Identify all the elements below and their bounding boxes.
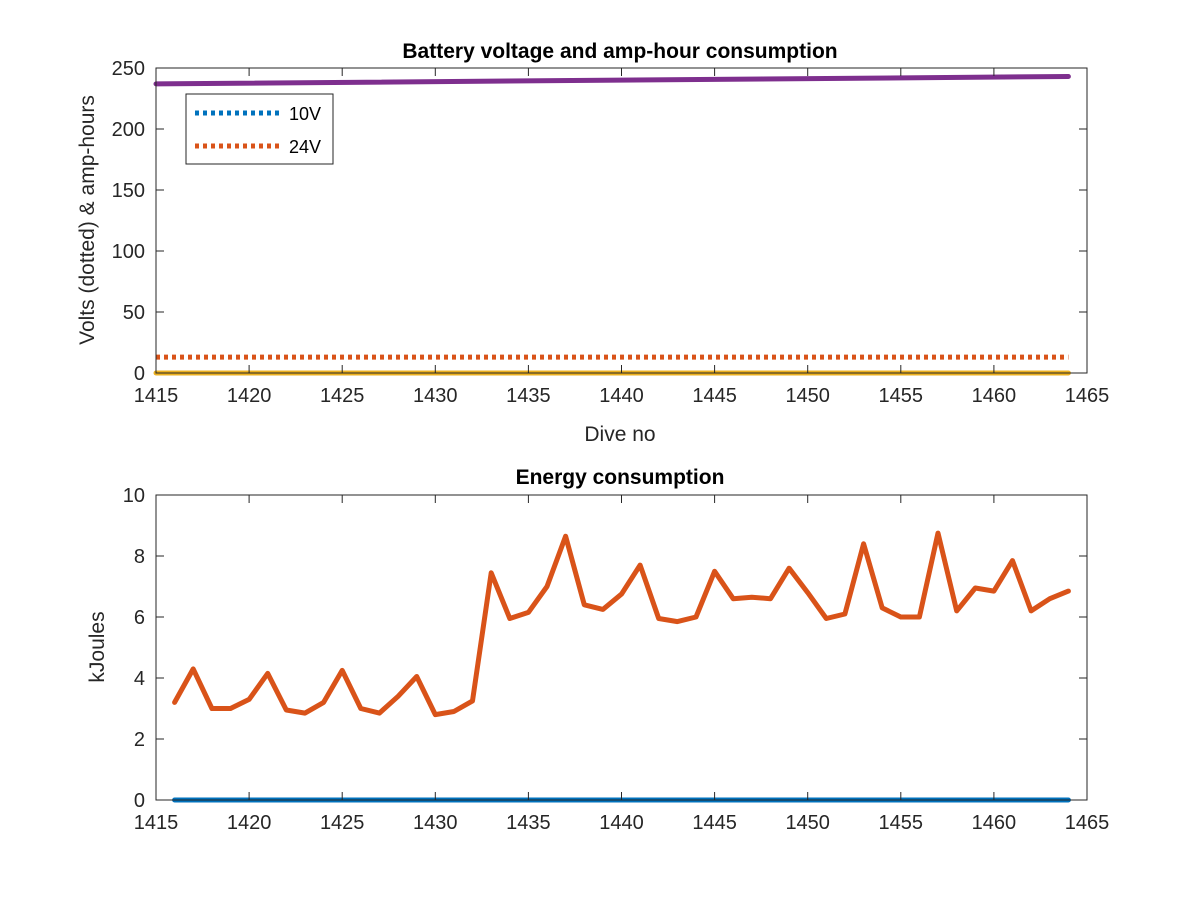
top-series-line-3 [153,74,1071,87]
top-x-tick-label: 1420 [227,385,272,407]
top-y-axis-label: Volts (dotted) & amp-hours [76,95,99,345]
bottom-x-tick-label: 1435 [506,812,551,834]
bottom-x-tick-label: 1445 [692,812,737,834]
top-x-tick-label: 1450 [785,385,830,407]
top-x-tick-label: 1445 [692,385,737,407]
bottom-x-tick-label: 1425 [320,812,365,834]
bottom-y-axis-label: kJoules [86,611,109,682]
top-x-axis-label: Dive no [584,423,655,446]
top-x-tick-label: 1435 [506,385,551,407]
bottom-x-tick-label: 1465 [1065,812,1110,834]
bottom-y-tick-label: 10 [123,485,145,507]
bottom-chart-title: Energy consumption [516,466,725,489]
bottom-x-tick-label: 1430 [413,812,458,834]
bottom-y-tick-label: 2 [134,729,145,751]
top-x-tick-label: 1425 [320,385,365,407]
bottom-y-tick-label: 0 [134,790,145,812]
bottom-y-tick-label: 8 [134,546,145,568]
top-legend: 10V 24V [185,93,334,165]
top-y-tick-label: 250 [112,58,145,80]
top-y-tick-label: 100 [112,241,145,263]
bottom-x-ticks: 1415 1420 1425 1430 1435 1440 1445 1450 1455 1460… [134,495,1110,834]
bottom-x-tick-label: 1455 [879,812,924,834]
top-x-tick-label: 1415 [134,385,179,407]
bottom-x-tick-label: 1450 [785,812,830,834]
top-x-tick-label: 1465 [1065,385,1110,407]
legend-label-10v: 10V [289,104,321,124]
top-x-tick-label: 1455 [879,385,924,407]
bottom-x-tick-label: 1440 [599,812,644,834]
bottom-x-tick-label: 1415 [134,812,179,834]
top-x-tick-label: 1440 [599,385,644,407]
bottom-y-tick-label: 4 [134,668,145,690]
top-x-tick-label: 1460 [972,385,1017,407]
top-x-tick-label: 1430 [413,385,458,407]
top-x-ticks: 1415 1420 1425 1430 1435 1440 1445 1450 1455 1460… [134,68,1110,407]
top-y-tick-label: 200 [112,119,145,141]
bottom-y-tick-label: 6 [134,607,145,629]
top-chart-title: Battery voltage and amp-hour consumption [402,40,837,63]
legend-box [185,93,334,165]
top-y-tick-label: 50 [123,302,145,324]
bottom-x-tick-label: 1460 [972,812,1017,834]
top-subplot: Battery voltage and amp-hour consumption… [76,40,1109,446]
bottom-x-tick-label: 1420 [227,812,272,834]
top-y-tick-label: 150 [112,180,145,202]
top-y-ticks: 0 50 100 150 200 250 [112,58,1087,385]
legend-label-24v: 24V [289,137,321,157]
bottom-subplot: Energy consumption 1415 1420 1425 1430 1435 1… [86,466,1109,834]
bottom-series-line-1 [172,530,1071,718]
top-y-tick-label: 0 [134,363,145,385]
bottom-y-ticks: 0 2 4 6 8 10 [123,485,1087,812]
